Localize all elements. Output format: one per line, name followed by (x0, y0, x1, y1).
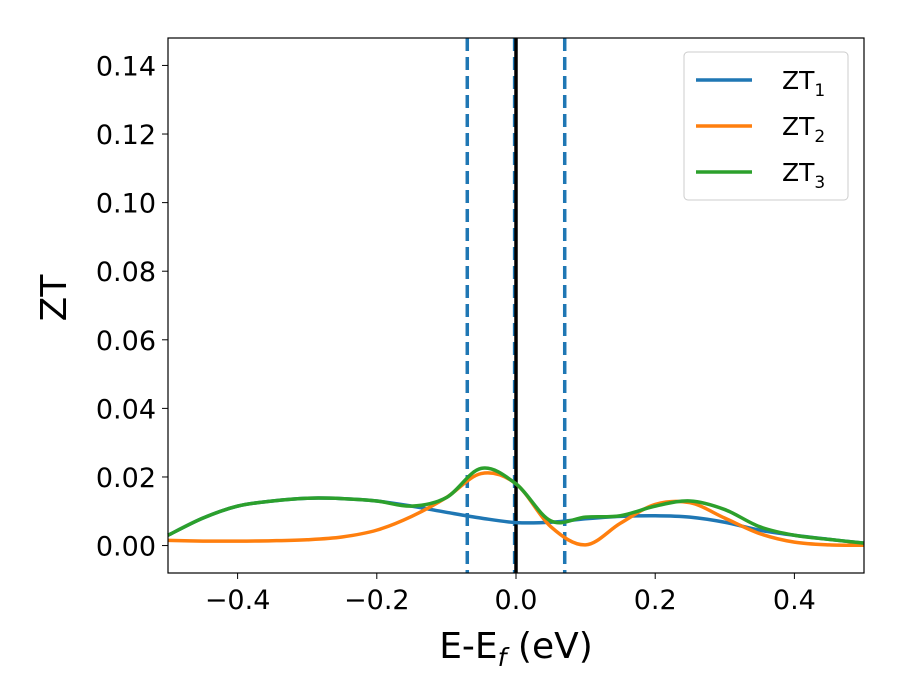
plot-frame (167, 37, 865, 574)
x-tick-label: −0.4 (205, 585, 271, 616)
x-tick-label: 0.0 (495, 585, 538, 616)
legend-box (683, 51, 849, 201)
reference-lines (465, 38, 567, 573)
x-axis-title: E-Ef (eV) (439, 626, 593, 672)
y-tick-label: 0.02 (96, 463, 156, 494)
legend-label-sub: 1 (814, 81, 825, 101)
y-tick-label: 0.12 (96, 120, 156, 151)
y-tick-label: 0.00 (96, 532, 156, 563)
y-tick-label: 0.06 (96, 326, 156, 357)
x-axis-title-main: E-E (439, 626, 497, 667)
x-tick-label: 0.2 (634, 585, 677, 616)
legend-label: ZT3 (782, 158, 825, 193)
legend-label-sub: 3 (814, 173, 825, 193)
y-axis-ticks: 0.00 0.02 0.04 0.06 0.08 0.10 0.12 0.14 (96, 51, 168, 563)
x-tick-label: −0.2 (344, 585, 410, 616)
x-axis-title-unit: (eV) (506, 626, 592, 667)
legend-label: ZT2 (782, 112, 825, 147)
legend-label-main: ZT (782, 112, 815, 141)
series-line-zt3 (167, 466, 865, 545)
legend-label-main: ZT (782, 66, 815, 95)
x-tick-label: 0.4 (773, 585, 816, 616)
x-axis-ticks: −0.4 −0.2 0.0 0.2 0.4 (205, 573, 816, 616)
y-tick-label: 0.04 (96, 394, 156, 425)
y-tick-label: 0.08 (96, 257, 156, 288)
legend-label-main: ZT (782, 158, 815, 187)
y-tick-label: 0.10 (96, 189, 156, 220)
legend-label: ZT1 (782, 66, 825, 101)
series-lines (167, 466, 865, 547)
legend-label-sub: 2 (814, 127, 825, 147)
y-tick-label: 0.14 (96, 51, 156, 82)
y-axis-title: ZT (34, 274, 75, 322)
